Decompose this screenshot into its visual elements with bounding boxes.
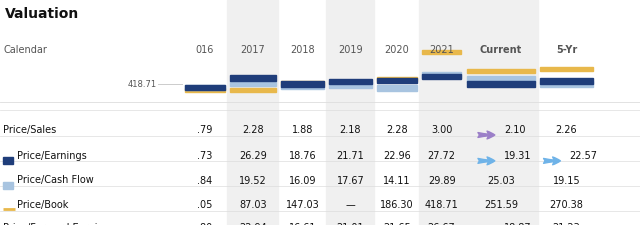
Bar bbox=[467, 76, 535, 82]
Text: 16.09: 16.09 bbox=[289, 176, 316, 185]
Text: 186.30: 186.30 bbox=[380, 200, 413, 210]
Text: Price/Earnings: Price/Earnings bbox=[17, 151, 87, 161]
Bar bbox=[422, 74, 461, 79]
Text: 26.29: 26.29 bbox=[239, 151, 267, 161]
Text: 2018: 2018 bbox=[290, 45, 315, 55]
Text: 87.03: 87.03 bbox=[239, 200, 267, 210]
Text: 17.67: 17.67 bbox=[337, 176, 364, 185]
Text: 2019: 2019 bbox=[338, 45, 363, 55]
Text: .84: .84 bbox=[197, 176, 212, 185]
Text: .80: .80 bbox=[197, 223, 212, 225]
Bar bbox=[185, 85, 225, 90]
Text: 251.59: 251.59 bbox=[484, 200, 518, 210]
Text: 2017: 2017 bbox=[241, 45, 265, 55]
Bar bbox=[329, 82, 372, 88]
Bar bbox=[230, 88, 276, 92]
Bar bbox=[377, 78, 417, 83]
Bar bbox=[281, 81, 324, 85]
Text: 1.88: 1.88 bbox=[292, 125, 313, 135]
Text: Current: Current bbox=[479, 45, 522, 55]
Text: 2020: 2020 bbox=[385, 45, 409, 55]
Text: 2.18: 2.18 bbox=[340, 125, 361, 135]
Bar bbox=[230, 75, 276, 81]
Text: 26.67: 26.67 bbox=[428, 223, 456, 225]
Text: Price/Sales: Price/Sales bbox=[3, 125, 56, 135]
Text: 2.28: 2.28 bbox=[386, 125, 408, 135]
Text: 21.01: 21.01 bbox=[337, 223, 364, 225]
Bar bbox=[3, 182, 13, 189]
Text: 2.10: 2.10 bbox=[504, 125, 525, 135]
Bar bbox=[540, 81, 593, 87]
Bar bbox=[329, 79, 372, 84]
Bar bbox=[3, 157, 13, 164]
Text: 14.11: 14.11 bbox=[383, 176, 410, 185]
Text: 16.61: 16.61 bbox=[289, 223, 316, 225]
Bar bbox=[281, 84, 324, 89]
Bar bbox=[281, 81, 324, 87]
Text: 21.71: 21.71 bbox=[337, 151, 364, 161]
Text: Calendar: Calendar bbox=[3, 45, 47, 55]
Text: .79: .79 bbox=[197, 125, 212, 135]
Text: 016: 016 bbox=[196, 45, 214, 55]
Bar bbox=[540, 78, 593, 84]
Text: 22.96: 22.96 bbox=[383, 151, 411, 161]
Text: 2.26: 2.26 bbox=[556, 125, 577, 135]
Text: 2021: 2021 bbox=[429, 45, 454, 55]
Text: 25.03: 25.03 bbox=[487, 176, 515, 185]
Bar bbox=[419, 0, 464, 225]
Bar bbox=[464, 0, 538, 225]
Bar bbox=[540, 67, 593, 71]
Text: 147.03: 147.03 bbox=[285, 200, 319, 210]
Text: 418.71: 418.71 bbox=[127, 80, 157, 89]
Text: 5-Yr: 5-Yr bbox=[556, 45, 577, 55]
Text: 22.57: 22.57 bbox=[570, 151, 598, 161]
Text: 3.00: 3.00 bbox=[431, 125, 452, 135]
Text: 18.76: 18.76 bbox=[289, 151, 316, 161]
Bar bbox=[377, 77, 417, 81]
Text: 18.87: 18.87 bbox=[504, 223, 532, 225]
Text: 2.28: 2.28 bbox=[242, 125, 264, 135]
Text: 21.65: 21.65 bbox=[383, 223, 411, 225]
Bar bbox=[467, 69, 535, 73]
Text: Price/Book: Price/Book bbox=[17, 200, 68, 210]
Bar bbox=[230, 81, 276, 86]
Text: —: — bbox=[346, 200, 355, 210]
Text: Price/Cash Flow: Price/Cash Flow bbox=[17, 176, 94, 185]
Bar bbox=[377, 85, 417, 91]
Text: 270.38: 270.38 bbox=[550, 200, 583, 210]
Text: Valuation: Valuation bbox=[5, 7, 79, 21]
Bar bbox=[185, 88, 225, 92]
Text: 27.72: 27.72 bbox=[428, 151, 456, 161]
Text: 22.94: 22.94 bbox=[239, 223, 267, 225]
Bar bbox=[422, 72, 461, 77]
Text: 19.15: 19.15 bbox=[552, 176, 580, 185]
Text: 29.89: 29.89 bbox=[428, 176, 456, 185]
Bar bbox=[467, 81, 535, 86]
Text: .05: .05 bbox=[197, 200, 212, 210]
Text: 19.31: 19.31 bbox=[504, 151, 531, 161]
Text: 19.52: 19.52 bbox=[239, 176, 267, 185]
Text: .73: .73 bbox=[197, 151, 212, 161]
Text: 418.71: 418.71 bbox=[425, 200, 458, 210]
Bar bbox=[422, 50, 461, 54]
Bar bbox=[227, 0, 278, 225]
Text: Price/Forward Earnings: Price/Forward Earnings bbox=[3, 223, 115, 225]
Bar bbox=[185, 85, 225, 90]
Bar bbox=[326, 0, 374, 225]
Text: 21.23: 21.23 bbox=[552, 223, 580, 225]
